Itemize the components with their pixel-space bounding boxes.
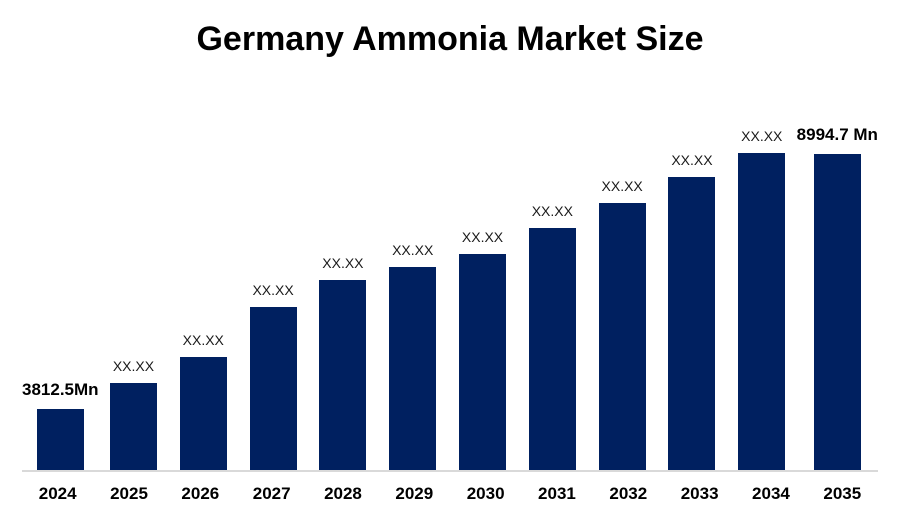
- bar-value-label: XX.XX: [531, 202, 573, 219]
- x-axis-label: 2028: [324, 484, 362, 503]
- bar-value-label: XX.XX: [461, 228, 504, 245]
- bar-group: XX.XX: [99, 126, 169, 470]
- bar: [598, 203, 646, 470]
- x-axis: 2024 2025 2026 2027 2028 2029 2030 2031 2032 2033…: [22, 484, 878, 504]
- bar-group: XX.XX: [517, 126, 587, 470]
- chart-title: Germany Ammonia Market Size: [196, 20, 704, 58]
- plot-area: 3812.5Mn XX.XX XX.XX XX.XX XX.XX XX.XX XX.XX XX…: [22, 125, 878, 472]
- bar: [389, 267, 437, 470]
- bar: [319, 280, 367, 470]
- bar: [179, 357, 227, 470]
- bar-value-label: XX.XX: [392, 241, 434, 258]
- bar-group: 8994.7 Mn: [796, 125, 878, 470]
- bar: [668, 177, 716, 470]
- x-axis-label: 2027: [252, 484, 291, 503]
- bar-group: 3812.5Mn: [22, 126, 99, 470]
- bar: [813, 153, 861, 470]
- x-axis-label: 2034: [752, 484, 790, 503]
- bar: [249, 307, 297, 470]
- bar-group: XX.XX: [727, 126, 797, 470]
- bar-group: XX.XX: [587, 126, 657, 470]
- bar-value-label: XX.XX: [601, 177, 643, 194]
- bar: [36, 409, 84, 470]
- x-axis-label: 2031: [538, 484, 576, 503]
- x-axis-label: 2035: [823, 484, 862, 503]
- x-axis-label: 2029: [395, 484, 434, 503]
- bar-group: XX.XX: [657, 126, 727, 470]
- bar-group: XX.XX: [238, 126, 308, 470]
- bar-value-label: XX.XX: [741, 127, 783, 144]
- bar-group: XX.XX: [308, 126, 378, 470]
- bar-value-label: XX.XX: [322, 254, 364, 271]
- bar-group: XX.XX: [168, 126, 238, 470]
- bar: [459, 254, 507, 470]
- x-axis-label: 2024: [38, 484, 77, 503]
- x-axis-label: 2030: [466, 484, 505, 503]
- bar-value-label: XX.XX: [252, 281, 294, 298]
- bar: [528, 228, 576, 470]
- x-axis-label: 2026: [181, 484, 220, 503]
- bar-value-label: XX.XX: [182, 331, 224, 348]
- x-axis-label: 2033: [680, 484, 719, 503]
- bar: [109, 383, 157, 470]
- bar-value-label: 3812.5Mn: [22, 380, 99, 400]
- x-axis-label: 2025: [110, 484, 148, 503]
- bar-value-label: XX.XX: [671, 151, 713, 168]
- bar-group: XX.XX: [378, 126, 448, 470]
- bar-value-label: XX.XX: [112, 357, 155, 374]
- bar: [738, 153, 786, 470]
- bar-group: XX.XX: [448, 126, 518, 470]
- bar-value-label: 8994.7 Mn: [796, 125, 878, 144]
- x-axis-label: 2032: [609, 484, 648, 503]
